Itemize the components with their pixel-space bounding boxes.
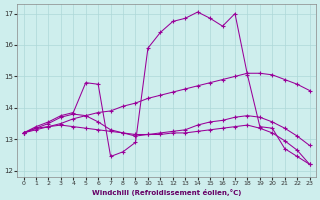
X-axis label: Windchill (Refroidissement éolien,°C): Windchill (Refroidissement éolien,°C) [92, 189, 241, 196]
